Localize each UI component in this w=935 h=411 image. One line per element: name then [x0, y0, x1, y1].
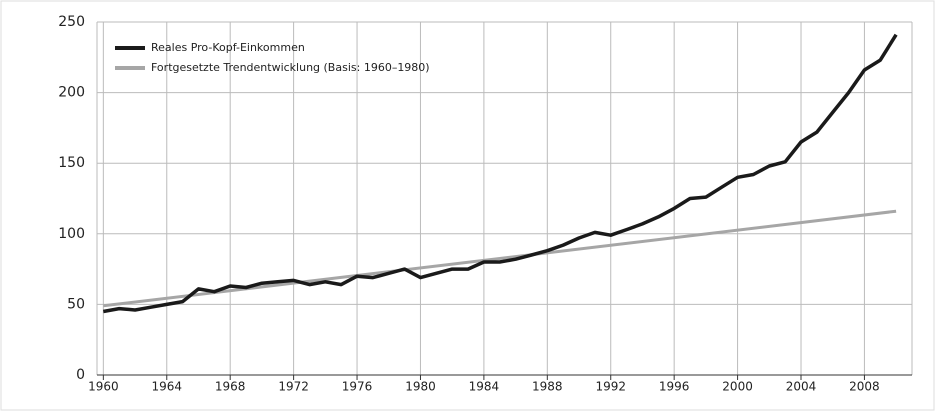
x-tick-label: 1992: [595, 380, 626, 394]
x-tick-label: 1972: [278, 380, 309, 394]
x-tick-label: 1960: [88, 380, 119, 394]
x-tick-label: 1996: [659, 380, 690, 394]
x-tick-label: 2008: [849, 380, 880, 394]
y-tick-label: 0: [76, 367, 85, 383]
legend-label: Fortgesetzte Trendentwicklung (Basis: 19…: [151, 61, 430, 74]
y-tick-label: 250: [58, 14, 85, 30]
marks: [102, 33, 898, 314]
y-tick-label: 50: [67, 296, 85, 312]
series-line: [102, 33, 898, 314]
x-tick-label: 1984: [469, 380, 500, 394]
x-tick-label: 1964: [151, 380, 182, 394]
y-tick-label: 200: [58, 85, 85, 101]
x-tick-label: 1980: [405, 380, 436, 394]
series-line: [103, 209, 897, 308]
legend-label: Reales Pro-Kopf-Einkommen: [151, 41, 305, 54]
x-tick-label: 1976: [342, 380, 373, 394]
x-tick-label: 1968: [215, 380, 246, 394]
x-tick-label: 2000: [722, 380, 753, 394]
x-tick-label: 2004: [786, 380, 817, 394]
x-tick-label: 1988: [532, 380, 563, 394]
y-tick-label: 100: [58, 226, 85, 242]
y-tick-label: 150: [58, 155, 85, 171]
grid: [96, 21, 913, 380]
labels: 0 50 100 150 200 250 1960 1964 1968 1972 1976 1980 1…: [58, 14, 879, 394]
